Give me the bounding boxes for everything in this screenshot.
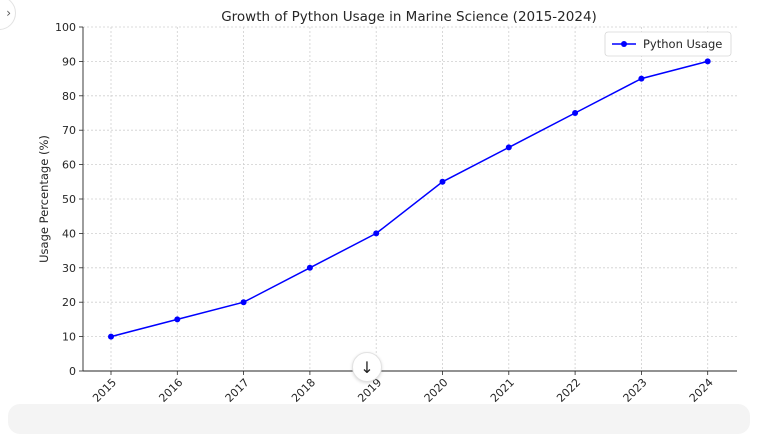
y-tick-label: 20 (62, 296, 76, 309)
grid (83, 26, 737, 372)
data-point (108, 333, 114, 340)
x-tick-label: 2018 (289, 376, 318, 405)
y-tick-label: 90 (62, 55, 76, 68)
y-axis-label: Usage Percentage (%) (37, 135, 51, 263)
data-point (704, 58, 711, 65)
scroll-down-button[interactable]: ↓ (352, 352, 382, 382)
legend-marker (621, 41, 627, 47)
y-tick-label: 70 (62, 124, 76, 137)
x-tick-label: 2020 (422, 376, 451, 405)
data-point (306, 264, 313, 271)
data-point (505, 144, 512, 151)
x-tick-label: 2016 (156, 376, 185, 405)
data-point (638, 75, 645, 82)
y-tick-label: 50 (62, 193, 76, 206)
data-point (439, 178, 446, 185)
y-tick-label: 0 (69, 365, 76, 378)
x-tick-label: 2021 (488, 376, 517, 405)
x-tick-label: 2022 (554, 376, 583, 405)
legend-label: Python Usage (643, 37, 722, 51)
line-chart: Growth of Python Usage in Marine Science… (37, 9, 737, 405)
chart-title: Growth of Python Usage in Marine Science… (221, 9, 597, 25)
y-tick-label: 10 (62, 331, 76, 344)
bottom-panel (8, 404, 750, 434)
x-tick-label: 2017 (223, 376, 252, 405)
y-tick-label: 100 (55, 21, 76, 34)
data-point (572, 110, 579, 116)
series-line (110, 60, 708, 338)
arrow-down-icon: ↓ (360, 357, 374, 377)
chevron-icon: › (6, 6, 11, 20)
x-ticks: 2015 2016 2017 2018 2019 2020 2021 2022 2023 2024 (90, 371, 716, 405)
data-point (174, 316, 181, 323)
y-tick-label: 40 (62, 227, 76, 240)
y-tick-label: 80 (62, 90, 76, 103)
legend-box (604, 31, 732, 57)
y-tick-label: 30 (62, 262, 76, 275)
x-tick-label: 2015 (90, 376, 119, 405)
x-tick-label: 2023 (621, 376, 650, 405)
y-tick-label: 60 (62, 159, 76, 172)
series-group (108, 58, 711, 340)
data-point (373, 230, 380, 237)
data-point (240, 299, 247, 306)
y-ticks: 0 10 20 30 40 50 60 70 80 90 100 (55, 21, 83, 378)
legend: Python Usage (604, 31, 732, 57)
x-tick-label: 2024 (687, 376, 716, 405)
